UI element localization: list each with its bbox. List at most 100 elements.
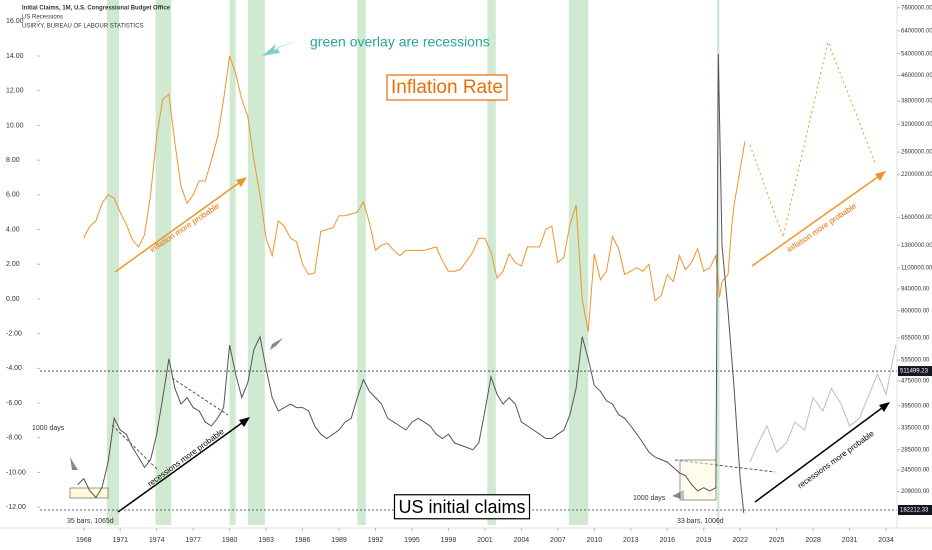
series-line	[77, 53, 745, 514]
annotation: US initial claims	[398, 497, 525, 517]
x-tick-label: 1989	[331, 537, 347, 544]
y2-tick-label: 940000.00	[901, 287, 930, 293]
recession-band	[229, 0, 236, 525]
y2-tick-label: 4600000.00	[901, 73, 932, 79]
y2-tick-label: 3200000.00	[901, 122, 932, 128]
y2-tick-label: 3800000.00	[901, 99, 932, 105]
y2-tick-label: 209000.00	[901, 489, 930, 495]
x-tick-label: 2007	[550, 537, 566, 544]
recession-band	[247, 0, 265, 525]
annotation: 1000 days	[633, 495, 666, 502]
series-line	[83, 55, 746, 332]
x-tick-label: 2016	[659, 537, 675, 544]
y-tick-label: 10.00	[6, 122, 24, 129]
y-tick-label: -8.00	[6, 435, 22, 442]
arrow-head	[236, 177, 247, 187]
measure-box	[679, 459, 717, 501]
annotation: 33 bars, 1006d	[677, 518, 724, 525]
x-tick-label: 1992	[368, 537, 384, 544]
series-line	[749, 345, 897, 463]
y2-tick-label: 555000.00	[901, 358, 930, 364]
y-tick-label: 4.00	[6, 226, 20, 233]
arrow-head	[239, 417, 250, 427]
x-tick-label: 2001	[477, 537, 493, 544]
y2-tick-label: 2600000.00	[901, 150, 932, 156]
x-tick-label: 1980	[222, 537, 238, 544]
recession-layer	[106, 0, 720, 525]
y2-tick-label: 7600000.00	[901, 5, 932, 11]
pointer	[270, 338, 283, 350]
x-tick-label: 1986	[295, 537, 311, 544]
y2-tick-label: 800000.00	[901, 308, 930, 314]
arrow-head	[879, 402, 890, 412]
arrow-head	[875, 171, 886, 181]
measure-box	[69, 487, 109, 499]
x-tick-label: 1995	[404, 537, 420, 544]
y-tick-label: -10.00	[6, 469, 26, 476]
recession-band	[487, 0, 496, 525]
y2-tick-label: 245000.00	[901, 468, 930, 474]
x-tick-label: 1983	[258, 537, 274, 544]
arrow	[114, 179, 244, 273]
x-tick-label: 2034	[878, 537, 894, 544]
annotation-box	[386, 74, 508, 101]
legend-entry: USIRYY, BUREAU OF LABOUR STATISTICS	[22, 24, 144, 30]
x-tick-label: 1968	[76, 537, 92, 544]
arrow	[751, 173, 883, 267]
y-tick-label: 12.00	[6, 88, 24, 95]
trend-line	[111, 424, 159, 471]
y-tick-label: -4.00	[6, 365, 22, 372]
x-tick-label: 2010	[587, 537, 603, 544]
x-tick-label: 1971	[112, 537, 128, 544]
x-tick-label: 2025	[769, 537, 785, 544]
y-tick-label: 14.00	[6, 53, 24, 60]
y-tick-label: -6.00	[6, 400, 22, 407]
y2-tick-label: 6400000.00	[901, 28, 932, 34]
x-tick-label: 2022	[732, 537, 748, 544]
pointer	[70, 457, 78, 470]
x-tick-label: 2031	[842, 537, 858, 544]
trend-line	[171, 377, 229, 416]
y2-tick-label: 395000.00	[901, 403, 930, 409]
annotation: 35 bars, 1065d	[67, 518, 114, 525]
y2-tick-label: 5400000.00	[901, 51, 932, 57]
drawings	[69, 40, 890, 513]
recession-band	[717, 0, 720, 525]
y-tick-label: -2.00	[6, 330, 22, 337]
y-tick-label: 0.00	[6, 296, 20, 303]
y2-tick-label: 1600000.00	[901, 215, 932, 221]
recession-band	[568, 0, 589, 525]
annotation-box	[393, 494, 531, 520]
y2-tick-label: 475000.00	[901, 379, 930, 385]
x-tick-label: 2028	[805, 537, 821, 544]
y2-tick-label: 1100000.00	[901, 266, 932, 272]
y-tick-label: 16.00	[6, 18, 24, 25]
level-badge	[898, 504, 932, 515]
legend-entry: US Recessions	[22, 15, 63, 21]
x-tick-label: 2019	[696, 537, 712, 544]
legend-entry: Initial Claims, 1M, U.S. Congressional B…	[22, 6, 171, 12]
annotation: Inflation Rate	[391, 77, 503, 98]
level-label: 182212.33	[900, 508, 929, 514]
x-tick-label: 1977	[185, 537, 201, 544]
recession-band	[357, 0, 366, 525]
y-tick-label: -12.00	[6, 504, 26, 511]
level-badge	[898, 366, 932, 377]
x-tick-label: 2004	[514, 537, 530, 544]
y-tick-label: 8.00	[6, 157, 20, 164]
arrow	[754, 404, 887, 503]
x-tick-label: 2013	[623, 537, 639, 544]
recession-band	[106, 0, 120, 525]
annotation: 1000 days	[32, 425, 65, 432]
recession-band	[155, 0, 172, 525]
level-label: 511499.23	[900, 369, 929, 375]
annotation: green overlay are recessions	[310, 34, 490, 50]
y-tick-label: 2.00	[6, 261, 20, 268]
y2-tick-label: 2200000.00	[901, 172, 932, 178]
y2-tick-label: 335000.00	[901, 426, 930, 432]
y2-tick-label: 285000.00	[901, 447, 930, 453]
arrow	[117, 419, 247, 513]
pointer	[262, 40, 298, 56]
y-tick-label: 6.00	[6, 192, 20, 199]
